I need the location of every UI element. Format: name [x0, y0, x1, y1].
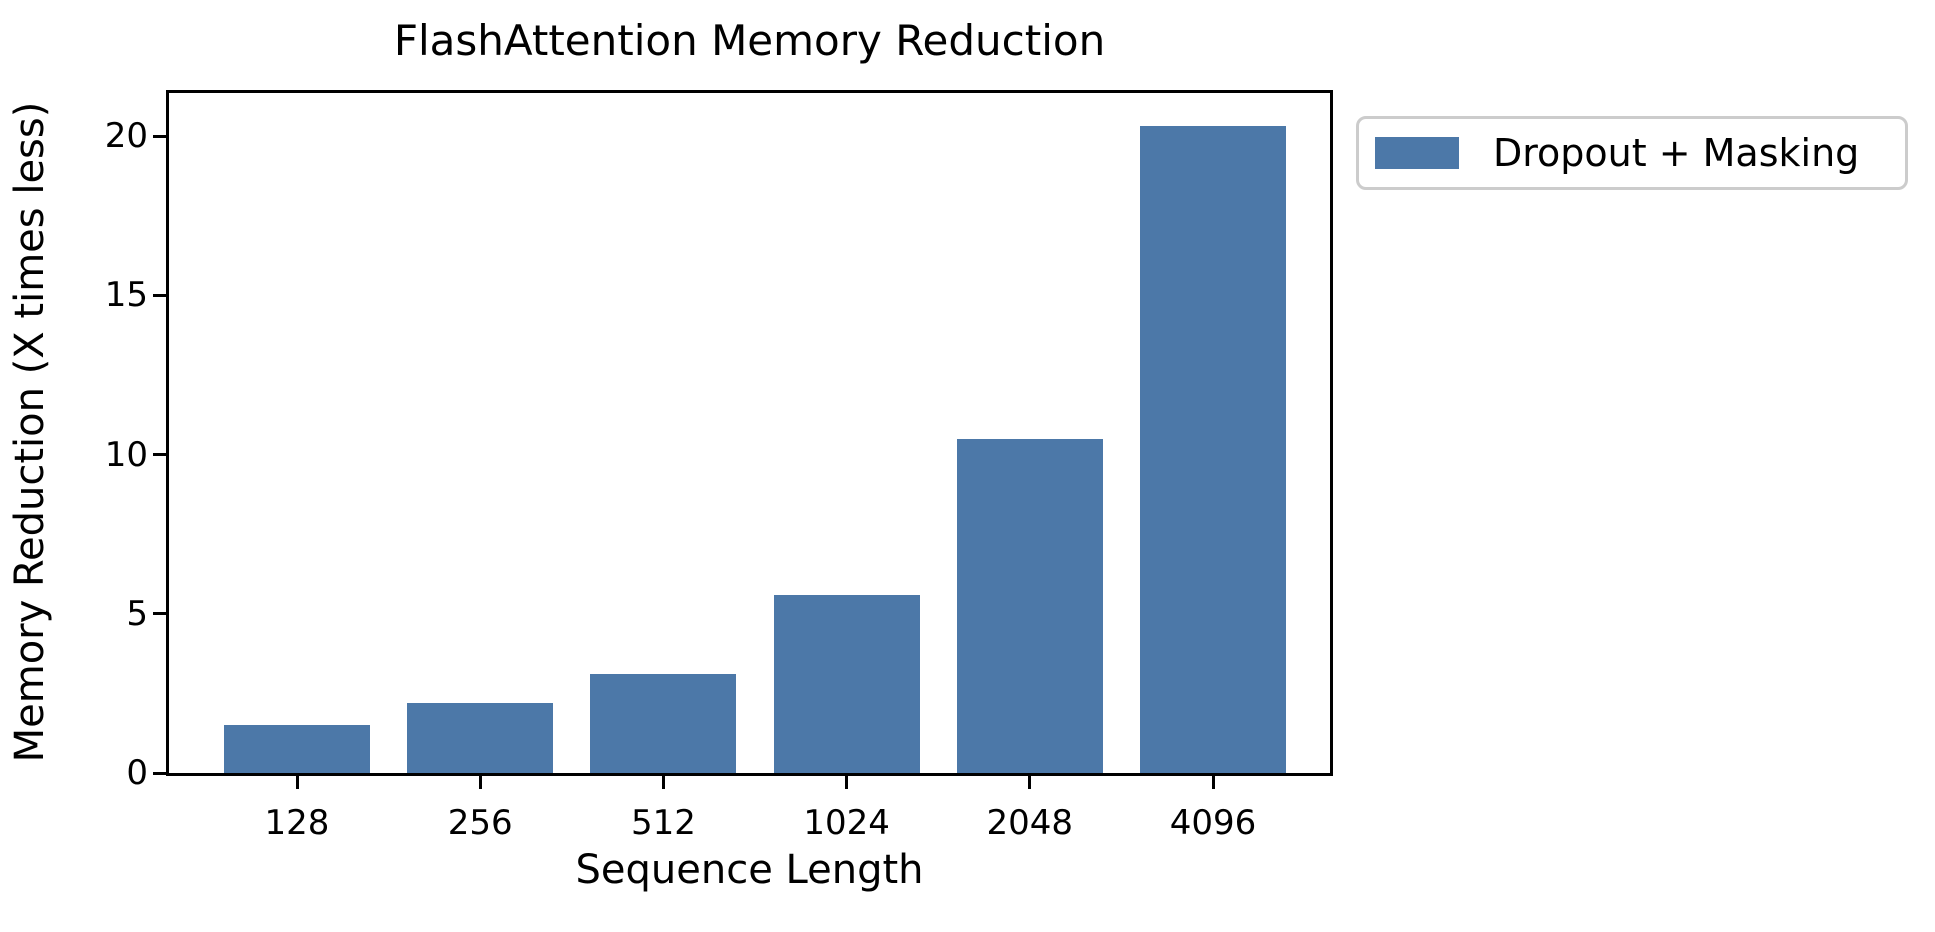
x-tick-label-256: 256	[447, 803, 513, 843]
x-tick-mark-4096	[1211, 776, 1215, 789]
x-tick-mark-128	[295, 776, 299, 789]
x-axis-label: Sequence Length	[575, 847, 924, 893]
x-tick-label-2048: 2048	[986, 803, 1074, 843]
x-tick-mark-1024	[845, 776, 849, 789]
y-tick-label-5: 5	[126, 593, 148, 634]
x-tick-mark-512	[661, 776, 665, 789]
x-tick-mark-256	[478, 776, 482, 789]
bar-1024	[773, 594, 920, 773]
x-tick-label-4096: 4096	[1169, 803, 1257, 843]
legend: Dropout + Masking	[1356, 116, 1908, 190]
legend-label: Dropout + Masking	[1493, 131, 1860, 175]
bar-256	[407, 702, 554, 773]
y-tick-label-0: 0	[126, 753, 148, 793]
x-tick-mark-2048	[1028, 776, 1032, 789]
y-tick-label-15: 15	[104, 275, 148, 316]
bar-128	[224, 725, 370, 773]
chart-title: FlashAttention Memory Reduction	[393, 16, 1106, 65]
y-tick-mark-20	[153, 134, 166, 138]
x-tick-label-128: 128	[264, 803, 330, 843]
y-tick-mark-0	[153, 771, 166, 775]
y-tick-label-10: 10	[104, 434, 148, 475]
bar-512	[590, 674, 737, 773]
y-tick-label-20: 20	[104, 116, 148, 156]
bar-2048	[956, 438, 1103, 773]
x-tick-label-512: 512	[630, 803, 696, 843]
plot-area: 0 5 10 15 20 128 256 512 1024 2048 4096	[105, 90, 1333, 840]
bar-4096	[1140, 126, 1286, 773]
y-axis-label: Memory Reduction (X times less)	[7, 101, 53, 763]
x-tick-label-1024: 1024	[803, 803, 890, 843]
y-tick-mark-10	[153, 453, 166, 456]
legend-color-swatch	[1375, 137, 1459, 169]
y-tick-mark-15	[153, 293, 166, 297]
y-tick-mark-5	[153, 612, 166, 616]
